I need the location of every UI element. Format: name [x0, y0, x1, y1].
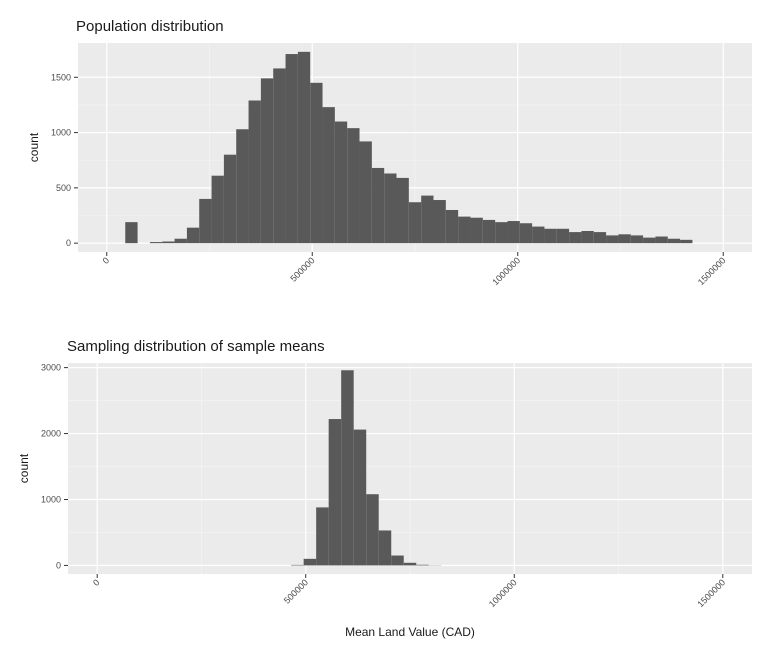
histogram-bar [334, 121, 348, 244]
histogram-bar [667, 238, 681, 244]
y-tick-label: 1000 [51, 128, 71, 138]
chart-title: Sampling distribution of sample means [67, 338, 325, 355]
histogram-bar [174, 238, 187, 244]
histogram-bar [297, 51, 311, 244]
histogram-bar [384, 173, 397, 244]
histogram-bar [408, 202, 422, 244]
y-axis-title: count [27, 132, 41, 162]
x-tick-label: 500000 [288, 255, 316, 283]
histogram-bar [416, 564, 429, 566]
y-tick-label: 0 [66, 238, 71, 248]
x-axis-title: Mean Land Value (CAD) [345, 625, 475, 639]
histogram-bar [445, 209, 459, 244]
histogram-bar [556, 228, 570, 244]
histogram-bar [236, 129, 249, 244]
y-tick-label: 1000 [41, 494, 61, 504]
histogram-bar [378, 530, 392, 566]
histogram-bar [359, 141, 372, 244]
histogram-bar [273, 68, 286, 244]
y-axis-title: count [17, 453, 31, 483]
histogram-bar [199, 198, 212, 244]
histogram-bar [391, 555, 404, 566]
x-tick-label: 1500000 [696, 255, 728, 287]
histogram-bar [618, 234, 631, 244]
histogram-bar [606, 235, 619, 244]
histogram-bar [680, 239, 693, 244]
histogram-bar [569, 232, 582, 244]
y-tick-label: 1500 [51, 72, 71, 82]
histogram-bar [303, 558, 317, 566]
histogram-bar [482, 219, 496, 244]
y-tick-label: 0 [56, 560, 61, 570]
histogram-bar [211, 175, 224, 244]
histogram-bar [149, 242, 163, 244]
x-tick-label: 500000 [282, 577, 310, 605]
histogram-bar [223, 154, 237, 244]
histogram-bar [396, 177, 409, 244]
histogram-bar [353, 429, 367, 566]
histogram-bar [507, 221, 520, 244]
histogram-bar [341, 370, 354, 566]
x-tick-label: 0 [91, 577, 102, 588]
chart-title: Population distribution [76, 18, 224, 35]
histogram-bar [630, 235, 644, 244]
histogram-bar [532, 226, 545, 244]
histogram-bar [322, 107, 335, 244]
histogram-bar [310, 82, 323, 244]
histogram-bar [125, 222, 138, 244]
y-tick-label: 2000 [41, 429, 61, 439]
histogram-bar [433, 200, 446, 244]
x-tick-label: 0 [101, 255, 112, 266]
histogram-bar [366, 494, 379, 566]
histogram-bar [519, 223, 533, 244]
histogram-bar [403, 562, 417, 566]
histogram-bar [643, 237, 656, 244]
histogram-bar [316, 507, 329, 566]
histogram-bar [495, 222, 508, 244]
y-tick-label: 500 [56, 183, 71, 193]
histogram-bar [470, 217, 483, 244]
x-tick-label: 1500000 [695, 577, 727, 609]
histogram-bar [581, 230, 594, 244]
histogram-bar [655, 236, 668, 244]
histogram-bar [248, 100, 261, 244]
histogram-bar [371, 167, 385, 244]
y-tick-label: 3000 [41, 363, 61, 373]
x-tick-label: 1000000 [487, 577, 519, 609]
histogram-bar [347, 128, 360, 244]
sampling-histogram: 0 1000 2000 3000 0 500000 1000000 1500000 Sampli… [17, 338, 752, 639]
histogram-bar [544, 228, 557, 244]
histogram-bar [260, 78, 274, 244]
histogram-bar [328, 419, 342, 566]
histogram-bar [593, 232, 607, 244]
x-tick-label: 1000000 [490, 255, 522, 287]
population-histogram: 0 500 1000 1500 0 500000 1000000 1500000 Populat… [27, 18, 752, 287]
histogram-bar [421, 195, 434, 244]
histogram-bar [458, 216, 471, 244]
histogram-bar [162, 241, 175, 244]
histogram-bar [285, 54, 298, 244]
histogram-bar [186, 227, 200, 244]
histogram-bar [291, 564, 304, 566]
